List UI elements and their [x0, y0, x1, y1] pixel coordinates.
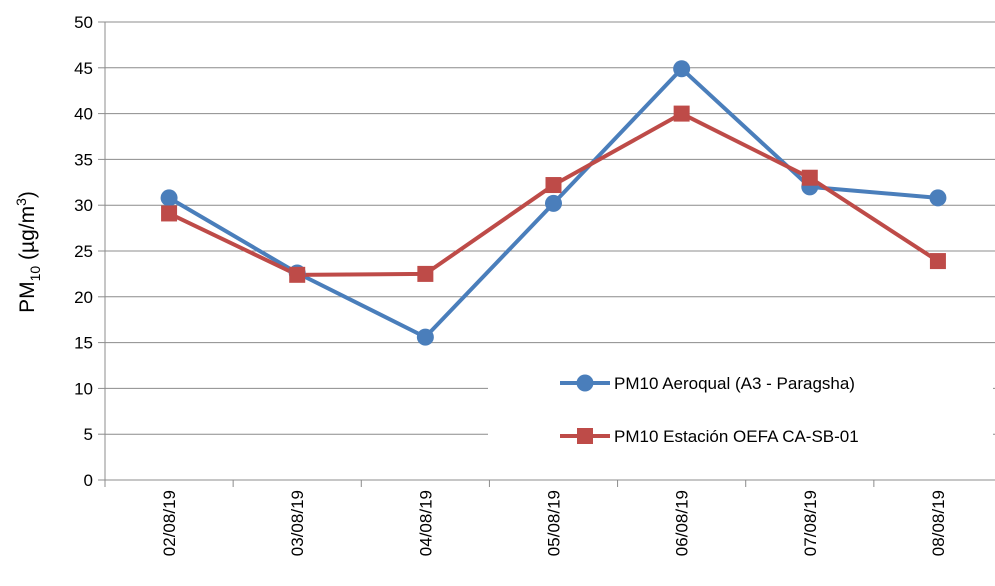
data-series — [160, 60, 947, 346]
legend-label-2: PM10 Estación OEFA CA-SB-01 — [614, 427, 859, 446]
x-tick-label: 02/08/19 — [160, 490, 179, 556]
y-tick-label: 5 — [84, 425, 93, 444]
legend-marker-circle — [576, 374, 594, 392]
x-tick-label: 06/08/19 — [673, 490, 692, 556]
data-point-square — [929, 253, 946, 270]
data-point-circle — [929, 189, 947, 207]
x-axis-ticks: 02/08/19 03/08/19 04/08/19 05/08/19 06/08/19… — [104, 480, 948, 556]
y-tick-label: 20 — [74, 288, 93, 307]
y-tick-label: 45 — [74, 59, 93, 78]
data-point-circle — [160, 189, 178, 207]
y-axis-ticks: 0 5 10 15 20 25 30 35 40 45 50 — [74, 13, 105, 490]
y-tick-label: 40 — [74, 105, 93, 124]
x-tick-label: 08/08/19 — [929, 490, 948, 556]
data-point-square — [801, 169, 818, 186]
y-tick-label: 0 — [84, 471, 93, 490]
data-point-circle — [416, 328, 434, 346]
data-point-square — [161, 205, 178, 222]
data-point-square — [545, 177, 562, 194]
data-point-square — [673, 105, 690, 122]
y-tick-label: 15 — [74, 334, 93, 353]
x-tick-label: 04/08/19 — [416, 490, 435, 556]
legend: PM10 Aeroqual (A3 - Paragsha) PM10 Estaci… — [488, 355, 993, 463]
y-tick-label: 30 — [74, 196, 93, 215]
x-tick-label: 03/08/19 — [288, 490, 307, 556]
y-tick-label: 35 — [74, 150, 93, 169]
x-tick-label: 05/08/19 — [545, 490, 564, 556]
y-axis-label: PM10 (µg/m3) — [13, 191, 43, 313]
legend-marker-square — [577, 428, 593, 444]
data-point-circle — [673, 60, 691, 78]
y-tick-label: 50 — [74, 13, 93, 32]
data-point-square — [417, 265, 434, 282]
data-point-square — [289, 266, 306, 283]
x-tick-label: 07/08/19 — [801, 490, 820, 556]
data-point-circle — [545, 194, 562, 212]
legend-box — [488, 355, 993, 463]
y-tick-label: 25 — [74, 242, 93, 261]
legend-label-1: PM10 Aeroqual (A3 - Paragsha) — [614, 374, 855, 393]
y-tick-label: 10 — [74, 379, 93, 398]
